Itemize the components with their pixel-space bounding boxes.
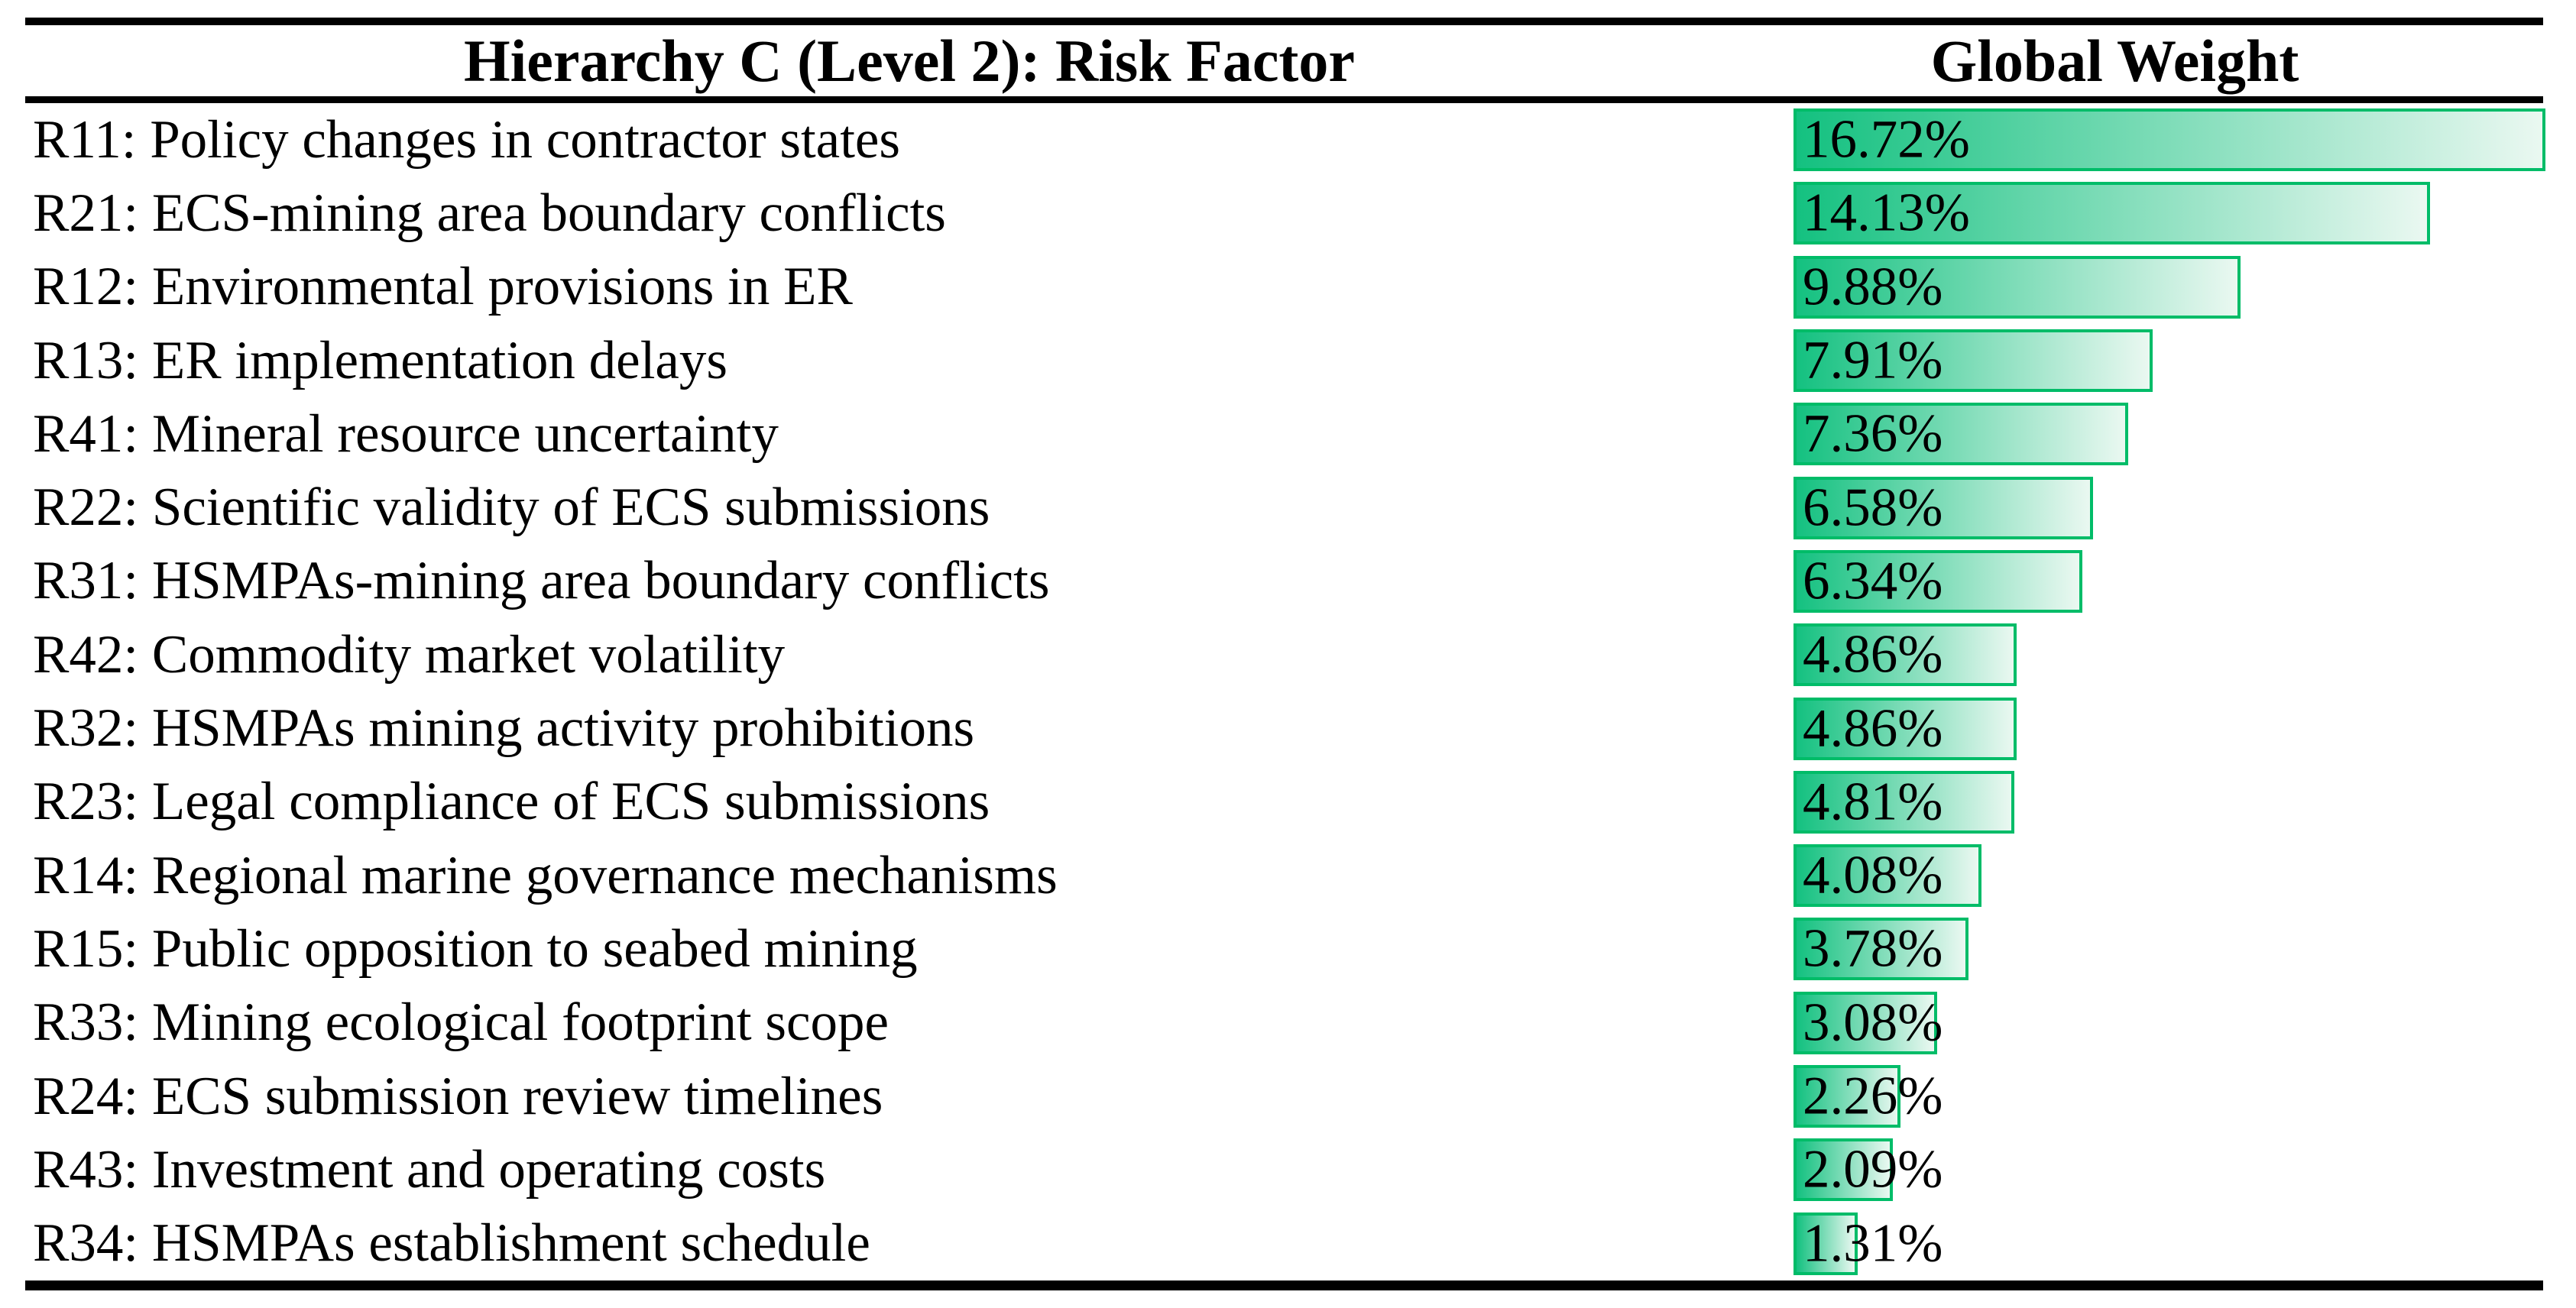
weight-value-label: 7.91% [1803,330,1943,390]
risk-factor-label: R42: Commodity market volatility [33,624,786,685]
risk-factor-label: R15: Public opposition to seabed mining [33,918,918,979]
weight-value-label: 6.58% [1803,478,1943,538]
risk-factor-label: R21: ECS-mining area boundary conflicts [33,183,946,243]
risk-factor-label: R11: Policy changes in contractor states [33,109,901,170]
weight-bar [1793,182,2430,245]
weight-value-label: 1.31% [1803,1213,1943,1274]
risk-factor-weight-table: Hierarchy C (Level 2): Risk Factor Globa… [25,18,2546,1290]
table-row: R33: Mining ecological footprint scope 3.… [25,986,2543,1060]
weight-bar [1793,623,2017,687]
risk-factor-label: R23: Legal compliance of ECS submissions [33,772,990,832]
weight-value-label: 2.09% [1803,1139,1943,1200]
table-row: R14: Regional marine governance mechanis… [25,839,2543,912]
table-top-rule [25,18,2543,25]
weight-bar [1793,255,2241,319]
risk-factor-label: R31: HSMPAs-mining area boundary conflic… [33,551,1050,611]
weight-value-label: 14.13% [1803,183,1970,243]
risk-factor-label: R34: HSMPAs establishment schedule [33,1213,870,1274]
global-weight-bar-cell: 14.13% [1793,176,2543,250]
weight-bar [1793,476,2094,539]
global-weight-bar-cell: 6.34% [1793,545,2543,618]
weight-value-label: 4.86% [1803,698,1943,759]
weight-bar [1793,697,2017,760]
risk-factor-label: R33: Mining ecological footprint scope [33,992,889,1053]
weight-value-label: 7.36% [1803,403,1943,464]
weight-value-label: 4.86% [1803,624,1943,685]
global-weight-bar-cell: 7.36% [1793,397,2543,471]
table-row: R22: Scientific validity of ECS submissi… [25,471,2543,544]
global-weight-bar-cell: 1.31% [1793,1206,2543,1280]
global-weight-bar-cell: 4.81% [1793,766,2543,839]
risk-factor-label: R13: ER implementation delays [33,330,728,390]
risk-factor-label: R12: Environmental provisions in ER [33,257,853,317]
table-body: R11: Policy changes in contractor states… [25,103,2546,1280]
weight-value-label: 6.34% [1803,551,1943,611]
weight-value-label: 3.78% [1803,918,1943,979]
table-bottom-rule [25,1280,2543,1290]
risk-factor-label: R22: Scientific validity of ECS submissi… [33,478,990,538]
global-weight-column-header: Global Weight [1930,27,2299,94]
global-weight-bar-cell: 2.09% [1793,1133,2543,1206]
weight-value-label: 9.88% [1803,257,1943,317]
table-row: R15: Public opposition to seabed mining 3… [25,912,2543,986]
global-weight-bar-cell: 2.26% [1793,1060,2543,1133]
global-weight-bar-cell: 4.86% [1793,691,2543,765]
global-weight-bar-cell: 4.08% [1793,839,2543,912]
header-underline-rule [25,96,2543,103]
table-row: R24: ECS submission review timelines 2.26… [25,1060,2543,1133]
weight-bar [1793,403,2128,466]
table-row: R41: Mineral resource uncertainty 7.36% [25,397,2543,471]
weight-bar [1793,1212,1858,1275]
risk-factor-label: R14: Regional marine governance mechanis… [33,845,1058,905]
weight-bar [1793,770,2014,834]
table-row: R34: HSMPAs establishment schedule 1.31% [25,1206,2543,1280]
risk-factor-label: R43: Investment and operating costs [33,1139,826,1200]
global-weight-bar-cell: 6.58% [1793,471,2543,544]
global-weight-bar-cell: 4.86% [1793,618,2543,691]
global-weight-bar-cell: 7.91% [1793,324,2543,397]
table-row: R42: Commodity market volatility 4.86% [25,618,2543,691]
weight-value-label: 16.72% [1803,109,1970,170]
global-weight-bar-cell: 16.72% [1793,103,2546,176]
risk-factor-label: R41: Mineral resource uncertainty [33,403,779,464]
global-weight-bar-cell: 3.78% [1793,912,2543,986]
table-header-row: Hierarchy C (Level 2): Risk Factor Globa… [25,25,2543,96]
risk-factor-label: R32: HSMPAs mining activity prohibitions [33,698,975,759]
weight-bar [1793,991,1937,1054]
weight-value-label: 4.08% [1803,845,1943,905]
weight-bar [1793,1065,1900,1128]
table-row: R43: Investment and operating costs 2.09% [25,1133,2543,1206]
table-row: R12: Environmental provisions in ER 9.88% [25,251,2543,324]
table-row: R23: Legal compliance of ECS submissions… [25,766,2543,839]
risk-factor-column-header: Hierarchy C (Level 2): Risk Factor [463,27,1356,94]
table-row: R13: ER implementation delays 7.91% [25,324,2543,397]
table-row: R31: HSMPAs-mining area boundary conflic… [25,545,2543,618]
global-weight-bar-cell: 9.88% [1793,251,2543,324]
weight-bar [1793,844,1982,908]
weight-value-label: 3.08% [1803,992,1943,1053]
weight-bar [1793,108,2546,172]
weight-bar [1793,329,2153,393]
global-weight-bar-cell: 3.08% [1793,986,2543,1060]
weight-bar [1793,549,2083,613]
table-row: R11: Policy changes in contractor states… [25,103,2546,176]
risk-factor-label: R24: ECS submission review timelines [33,1066,883,1126]
weight-value-label: 4.81% [1803,772,1943,832]
weight-bar [1793,1138,1893,1202]
table-row: R32: HSMPAs mining activity prohibitions… [25,691,2543,765]
weight-value-label: 2.26% [1803,1066,1943,1126]
table-row: R21: ECS-mining area boundary conflicts 1… [25,176,2543,250]
weight-bar [1793,918,1968,981]
